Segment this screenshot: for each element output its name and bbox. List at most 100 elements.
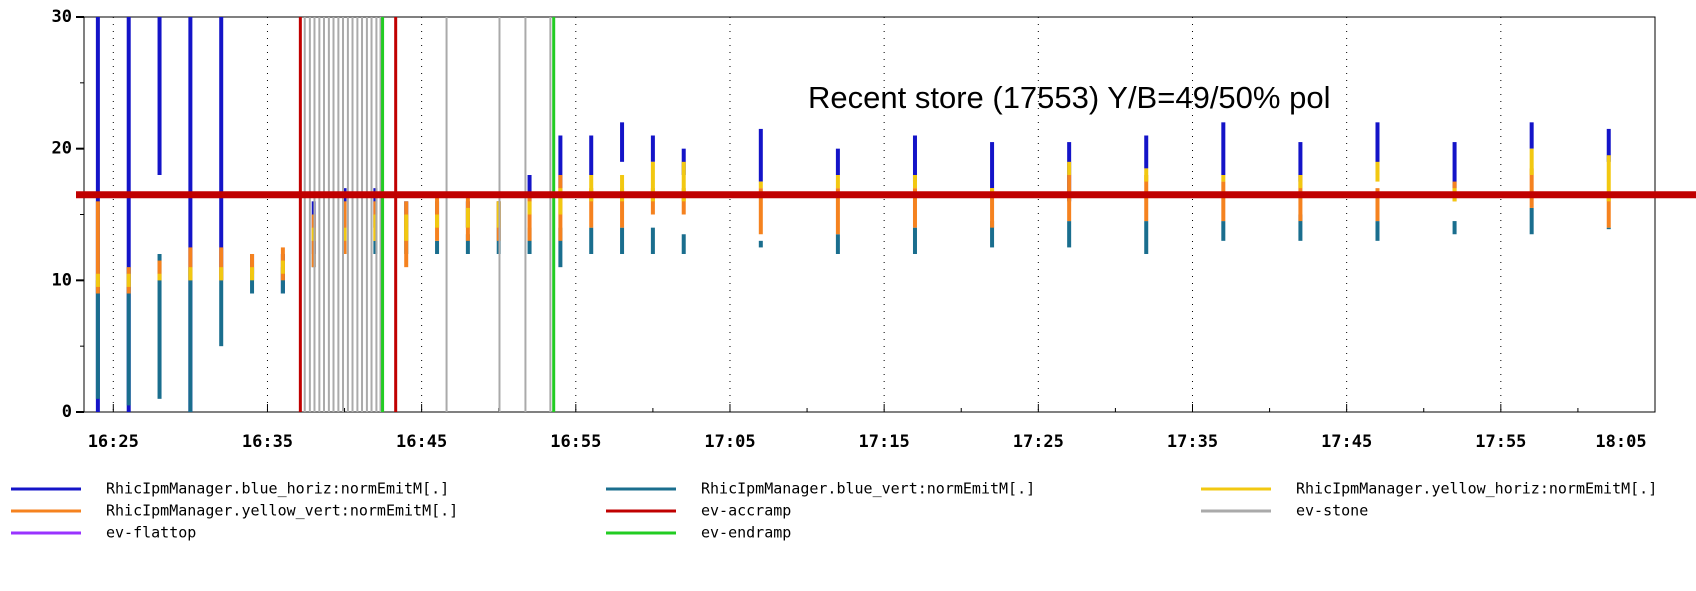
bar	[157, 260, 162, 281]
bar	[758, 240, 763, 248]
bar	[990, 221, 995, 248]
bar	[650, 135, 655, 162]
bar	[126, 273, 131, 287]
bar	[404, 214, 409, 241]
bar	[650, 188, 655, 215]
x-tick-label: 17:35	[1167, 432, 1218, 452]
bar	[219, 17, 224, 281]
bar	[1375, 188, 1380, 222]
bar	[373, 240, 378, 254]
bar	[589, 188, 594, 228]
bar	[620, 122, 625, 162]
bar	[1144, 135, 1149, 169]
bar	[650, 161, 655, 202]
bar	[912, 175, 917, 189]
y-tick-label: 20	[52, 139, 72, 159]
bar	[435, 214, 440, 228]
x-tick-label: 17:05	[704, 432, 755, 452]
bar	[1375, 122, 1380, 175]
bar	[1606, 227, 1611, 230]
bar	[219, 280, 224, 347]
bar	[589, 175, 594, 202]
bar	[758, 128, 763, 182]
bar	[527, 201, 532, 215]
bar	[1221, 181, 1226, 222]
bar	[1529, 148, 1534, 175]
bar	[835, 148, 840, 175]
bar	[558, 135, 563, 189]
bar	[1221, 175, 1226, 182]
legend-label: ev-flattop	[106, 524, 196, 542]
legend-label: ev-accramp	[701, 502, 791, 520]
x-tick-label: 17:45	[1321, 432, 1372, 452]
x-tick-label: 17:15	[859, 432, 910, 452]
bar	[912, 227, 917, 254]
bar	[188, 267, 193, 412]
x-tick-label: 16:25	[88, 432, 139, 452]
bar	[681, 161, 686, 202]
bar	[1452, 142, 1457, 189]
bar	[1529, 168, 1534, 208]
bar	[1067, 161, 1072, 175]
bar	[465, 234, 470, 254]
bar	[373, 214, 378, 241]
bar	[620, 175, 625, 202]
bar	[835, 234, 840, 254]
bar	[990, 188, 995, 228]
legend-label: RhicIpmManager.blue_horiz:normEmitM[.]	[106, 480, 449, 498]
bar	[835, 175, 840, 189]
bar	[681, 234, 686, 254]
bar	[435, 240, 440, 254]
bar	[188, 247, 193, 281]
bar	[157, 273, 162, 281]
bar	[95, 280, 100, 399]
bar	[558, 188, 563, 215]
bar	[1144, 168, 1149, 182]
bar	[912, 188, 917, 228]
bar	[1452, 221, 1457, 235]
bar	[558, 227, 563, 268]
bar	[1375, 161, 1380, 182]
y-tick-label: 30	[52, 7, 72, 27]
bar	[912, 135, 917, 182]
bar	[1606, 128, 1611, 162]
x-tick-label: 17:55	[1475, 432, 1526, 452]
bar	[95, 201, 100, 294]
bar	[1221, 221, 1226, 241]
bar	[589, 227, 594, 254]
bar	[589, 135, 594, 175]
bar	[1298, 214, 1303, 241]
bar	[126, 267, 131, 406]
bar	[188, 267, 193, 281]
bar	[342, 227, 347, 241]
bar	[1529, 207, 1534, 235]
bar	[188, 17, 193, 412]
bar	[527, 194, 532, 241]
y-tick-label: 10	[52, 270, 72, 290]
bar	[835, 188, 840, 235]
bar	[758, 181, 763, 189]
bar	[1375, 221, 1380, 241]
bar	[990, 142, 995, 189]
bar	[1221, 122, 1226, 175]
bar	[95, 273, 100, 287]
y-tick-label: 0	[62, 402, 72, 422]
bar	[342, 201, 347, 254]
bar	[1606, 194, 1611, 228]
bar	[126, 17, 131, 412]
bar	[1067, 221, 1072, 248]
legend-label: RhicIpmManager.yellow_vert:normEmitM[.]	[106, 502, 458, 520]
bar	[465, 207, 470, 228]
bar	[157, 17, 162, 175]
bar	[527, 175, 532, 202]
bar	[219, 267, 224, 281]
annotation: Recent store (17553) Y/B=49/50% pol	[808, 80, 1330, 115]
bar	[219, 247, 224, 281]
legend-label: ev-endramp	[701, 524, 791, 542]
bar	[620, 188, 625, 228]
bar	[1298, 142, 1303, 182]
bar	[1606, 155, 1611, 202]
x-tick-label: 17:25	[1013, 432, 1064, 452]
bar	[1529, 122, 1534, 149]
